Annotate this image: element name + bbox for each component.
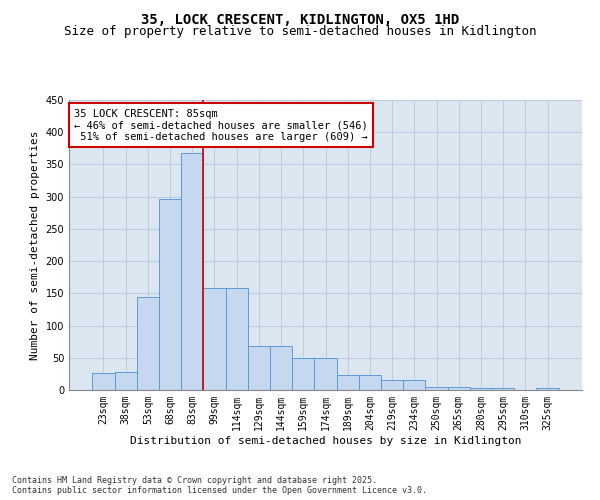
Bar [248,346,270,390]
Bar [292,358,314,390]
Bar [92,372,115,390]
Bar [270,346,292,390]
Text: Size of property relative to semi-detached houses in Kidlington: Size of property relative to semi-detach… [64,25,536,38]
Bar [403,380,425,390]
Bar [470,388,492,390]
Bar [203,288,226,390]
Bar [425,387,448,390]
Bar [115,372,137,390]
Bar [381,380,403,390]
Bar [314,358,337,390]
X-axis label: Distribution of semi-detached houses by size in Kidlington: Distribution of semi-detached houses by … [130,436,521,446]
Text: 35 LOCK CRESCENT: 85sqm
← 46% of semi-detached houses are smaller (546)
 51% of : 35 LOCK CRESCENT: 85sqm ← 46% of semi-de… [74,108,368,142]
Text: 35, LOCK CRESCENT, KIDLINGTON, OX5 1HD: 35, LOCK CRESCENT, KIDLINGTON, OX5 1HD [141,12,459,26]
Bar [181,153,203,390]
Bar [359,374,381,390]
Text: Contains HM Land Registry data © Crown copyright and database right 2025.
Contai: Contains HM Land Registry data © Crown c… [12,476,427,495]
Bar [159,198,181,390]
Bar [448,387,470,390]
Bar [337,374,359,390]
Bar [492,388,514,390]
Bar [226,288,248,390]
Bar [536,388,559,390]
Y-axis label: Number of semi-detached properties: Number of semi-detached properties [30,130,40,360]
Bar [137,297,159,390]
